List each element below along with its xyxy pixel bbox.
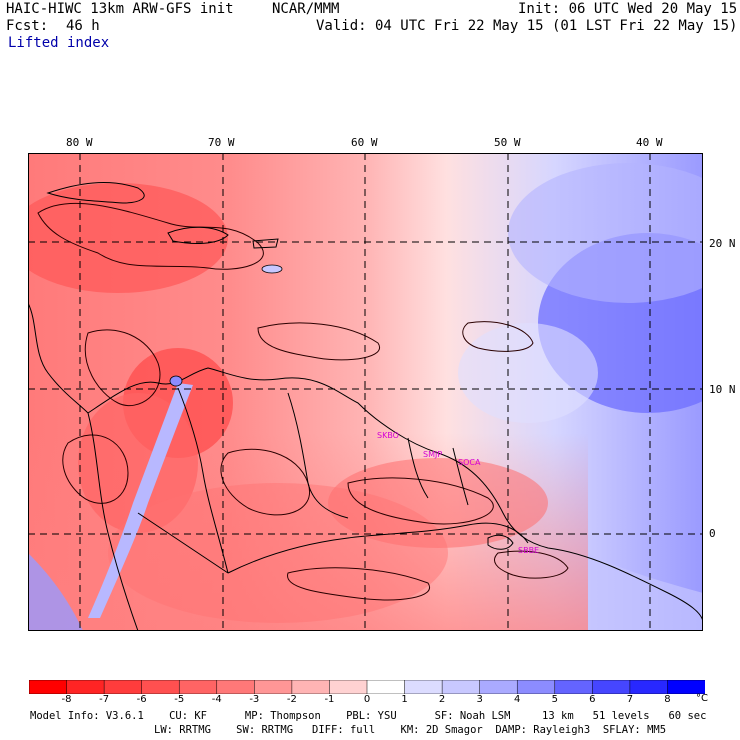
- map-frame: [28, 153, 703, 631]
- lake-maracaibo: [169, 375, 183, 387]
- field-brazil-coast-stable: [588, 553, 703, 631]
- coastlines: [28, 182, 703, 631]
- colorbar-tick-label: 8: [664, 694, 671, 705]
- valid-time: Valid: 04 UTC Fri 22 May 15 (01 LST Fri …: [316, 18, 738, 34]
- colorbar-tick-label: -4: [211, 694, 222, 705]
- model-title: HAIC-HIWC 13km ARW-GFS init: [6, 1, 234, 17]
- colorbar-tick-label: 5: [551, 694, 558, 705]
- lon-label-60w: 60 W: [351, 136, 378, 149]
- init-time: Init: 06 UTC Wed 20 May 15: [518, 1, 738, 17]
- lon-label-80w: 80 W: [66, 136, 93, 149]
- colorbar-swatch: [592, 680, 631, 694]
- colorbar-swatch: [291, 680, 331, 694]
- colorbar-tick-label: 0: [363, 694, 371, 705]
- field-guiana-core: [328, 458, 548, 548]
- field-pacific-stable: [28, 553, 83, 631]
- lat-lon-grid: [28, 153, 703, 631]
- fcst-label: Fcst:: [6, 18, 49, 34]
- colorbar-tick-label: -3: [249, 694, 260, 705]
- colorbar-swatch: [29, 680, 68, 694]
- lat-label-20n: 20 N: [709, 237, 736, 250]
- colorbar-swatch: [479, 680, 518, 694]
- lon-label-50w: 50 W: [494, 136, 521, 149]
- colorbar-swatch: [103, 680, 143, 694]
- colorbar-tick-label: -1: [324, 694, 335, 705]
- colorbar-tick-label: -2: [286, 694, 297, 705]
- lon-label-70w: 70 W: [208, 136, 235, 149]
- station-smjp: SMJP: [423, 450, 443, 459]
- colorbar-swatch: [254, 680, 293, 694]
- model-info-line2: LW: RRTMG SW: RRTMG DIFF: full KM: 2D Sm…: [154, 724, 667, 736]
- colorbar-swatch: [178, 680, 218, 694]
- colorbar-unit: °C: [696, 693, 708, 704]
- colorbar-swatch: [404, 680, 443, 694]
- lon-label-40w: 40 W: [636, 136, 663, 149]
- colorbar-swatch: [629, 680, 669, 694]
- colorbar-swatch: [441, 680, 481, 694]
- colorbar: [29, 680, 705, 694]
- field-name: Lifted index: [8, 35, 110, 51]
- colorbar-tick-label: -5: [174, 694, 185, 705]
- lat-label-0: 0: [709, 527, 716, 540]
- field-atlantic-stable-north: [508, 163, 703, 303]
- colorbar-tick-label: -8: [61, 694, 72, 705]
- li-contours: [37, 202, 569, 601]
- colorbar-swatch: [66, 680, 105, 694]
- colorbar-tick-label: 3: [476, 694, 483, 705]
- colorbar-tick-label: 7: [626, 694, 634, 705]
- colorbar-tick-label: -6: [136, 694, 147, 705]
- field-andes-stable: [88, 383, 193, 618]
- station-sbbe: SBBE: [518, 546, 540, 555]
- station-soca: SOCA: [458, 458, 481, 467]
- colorbar-tick-label: 1: [401, 694, 408, 705]
- colorbar-tick-label: -7: [99, 694, 110, 705]
- colorbar-swatch: [216, 680, 256, 694]
- org-label: NCAR/MMM: [272, 1, 340, 17]
- colorbar-swatch: [329, 680, 368, 694]
- field-atlantic-neutral: [458, 323, 598, 423]
- model-info-line1: Model Info: V3.6.1 CU: KF MP: Thompson P…: [30, 710, 707, 722]
- colorbar-swatch: [667, 680, 705, 694]
- colorbar-tick-label: 2: [438, 694, 446, 705]
- colorbar-swatch: [141, 680, 180, 694]
- station-skbo: SKBO: [377, 431, 399, 440]
- lifted-index-map: [28, 153, 703, 631]
- colorbar-tick-label: 4: [514, 694, 521, 705]
- field-caribbean-core: [28, 183, 228, 293]
- colorbar-swatch: [554, 680, 594, 694]
- colorbar-swatch: [366, 680, 406, 694]
- colorbar-swatch: [516, 680, 556, 694]
- fcst-value: 46 h: [66, 18, 100, 34]
- colorbar-tick-label: 6: [589, 694, 596, 705]
- lake-enriquillo: [261, 264, 283, 274]
- lat-label-10n: 10 N: [709, 383, 736, 396]
